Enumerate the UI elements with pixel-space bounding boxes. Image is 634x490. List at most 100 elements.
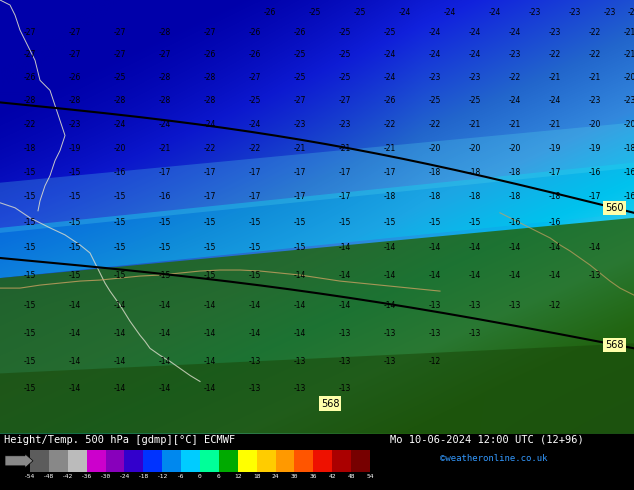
Text: -22: -22 — [249, 144, 261, 153]
Text: -20: -20 — [589, 120, 601, 129]
Text: 48: 48 — [347, 474, 355, 479]
Text: -15: -15 — [24, 270, 36, 280]
Text: -12: -12 — [549, 301, 561, 310]
Text: -22: -22 — [509, 73, 521, 82]
Text: -20: -20 — [624, 120, 634, 129]
Text: -14: -14 — [69, 384, 81, 393]
Text: -27: -27 — [339, 96, 351, 105]
Text: -25: -25 — [429, 96, 441, 105]
Text: -13: -13 — [384, 329, 396, 338]
Text: -15: -15 — [69, 168, 81, 177]
Text: -24: -24 — [399, 7, 411, 17]
Text: -15: -15 — [24, 192, 36, 201]
Text: -25: -25 — [294, 73, 306, 82]
Text: -28: -28 — [159, 96, 171, 105]
Text: -23: -23 — [469, 73, 481, 82]
Text: -24: -24 — [469, 27, 481, 37]
Text: -24: -24 — [509, 27, 521, 37]
Text: -13: -13 — [509, 301, 521, 310]
Text: -27: -27 — [158, 49, 171, 59]
Text: -18: -18 — [384, 192, 396, 201]
Text: -13: -13 — [339, 384, 351, 393]
Text: -42: -42 — [62, 474, 74, 479]
Text: -26: -26 — [24, 73, 36, 82]
Text: 560: 560 — [605, 203, 624, 213]
Text: -12: -12 — [157, 474, 168, 479]
Bar — [238, 450, 257, 472]
Polygon shape — [0, 218, 634, 434]
Text: -21: -21 — [339, 144, 351, 153]
Text: -13: -13 — [339, 357, 351, 366]
Polygon shape — [0, 163, 634, 278]
Text: -24: -24 — [384, 73, 396, 82]
Text: -15: -15 — [429, 219, 441, 227]
Text: -14: -14 — [294, 301, 306, 310]
Text: -14: -14 — [204, 329, 216, 338]
Polygon shape — [0, 343, 634, 434]
Text: -15: -15 — [24, 244, 36, 252]
Bar — [219, 450, 238, 472]
Bar — [294, 450, 313, 472]
Bar — [332, 450, 351, 472]
Text: -18: -18 — [429, 168, 441, 177]
Text: -14: -14 — [114, 329, 126, 338]
Text: -14: -14 — [114, 357, 126, 366]
Text: -15: -15 — [24, 357, 36, 366]
Text: -15: -15 — [69, 192, 81, 201]
Text: -15: -15 — [249, 219, 261, 227]
Text: -24: -24 — [429, 27, 441, 37]
Text: -16: -16 — [589, 168, 601, 177]
Text: -14: -14 — [549, 270, 561, 280]
Text: -15: -15 — [69, 219, 81, 227]
Text: -18: -18 — [549, 192, 561, 201]
Text: -14: -14 — [69, 329, 81, 338]
Text: -17: -17 — [249, 192, 261, 201]
Text: -17: -17 — [339, 168, 351, 177]
Text: -24: -24 — [384, 49, 396, 59]
Text: -20: -20 — [114, 144, 126, 153]
Text: -19: -19 — [69, 144, 81, 153]
Text: -13: -13 — [249, 357, 261, 366]
Text: -16: -16 — [549, 219, 561, 227]
Text: -48: -48 — [43, 474, 55, 479]
Text: -14: -14 — [339, 244, 351, 252]
Text: -15: -15 — [24, 219, 36, 227]
Bar — [276, 450, 294, 472]
Text: -21: -21 — [624, 27, 634, 37]
Text: -25: -25 — [384, 27, 396, 37]
Text: -28: -28 — [69, 96, 81, 105]
Text: -15: -15 — [114, 270, 126, 280]
Bar — [351, 450, 370, 472]
Text: -18: -18 — [469, 192, 481, 201]
Bar — [313, 450, 332, 472]
Text: -14: -14 — [114, 384, 126, 393]
Text: -27: -27 — [204, 27, 216, 37]
Text: -20: -20 — [429, 144, 441, 153]
Text: -26: -26 — [249, 49, 261, 59]
Text: -15: -15 — [158, 219, 171, 227]
Text: -22: -22 — [24, 120, 36, 129]
Text: -15: -15 — [69, 244, 81, 252]
Text: -30: -30 — [100, 474, 111, 479]
Text: -14: -14 — [429, 244, 441, 252]
Text: -14: -14 — [204, 301, 216, 310]
Text: -16: -16 — [158, 192, 171, 201]
Text: -14: -14 — [158, 384, 171, 393]
Text: -19: -19 — [589, 144, 601, 153]
Text: -24: -24 — [509, 96, 521, 105]
Text: -14: -14 — [158, 301, 171, 310]
Text: -23: -23 — [294, 120, 306, 129]
Text: -15: -15 — [384, 219, 396, 227]
Bar — [181, 450, 200, 472]
Text: Mo 10-06-2024 12:00 UTC (12+96): Mo 10-06-2024 12:00 UTC (12+96) — [390, 435, 584, 444]
Text: -17: -17 — [158, 168, 171, 177]
Text: -24: -24 — [158, 120, 171, 129]
Bar — [105, 450, 124, 472]
Text: -17: -17 — [549, 168, 561, 177]
Text: -14: -14 — [249, 301, 261, 310]
Text: -21: -21 — [509, 120, 521, 129]
Text: -24: -24 — [444, 7, 456, 17]
Text: -22: -22 — [589, 49, 601, 59]
Text: -17: -17 — [294, 168, 306, 177]
Text: -13: -13 — [469, 329, 481, 338]
